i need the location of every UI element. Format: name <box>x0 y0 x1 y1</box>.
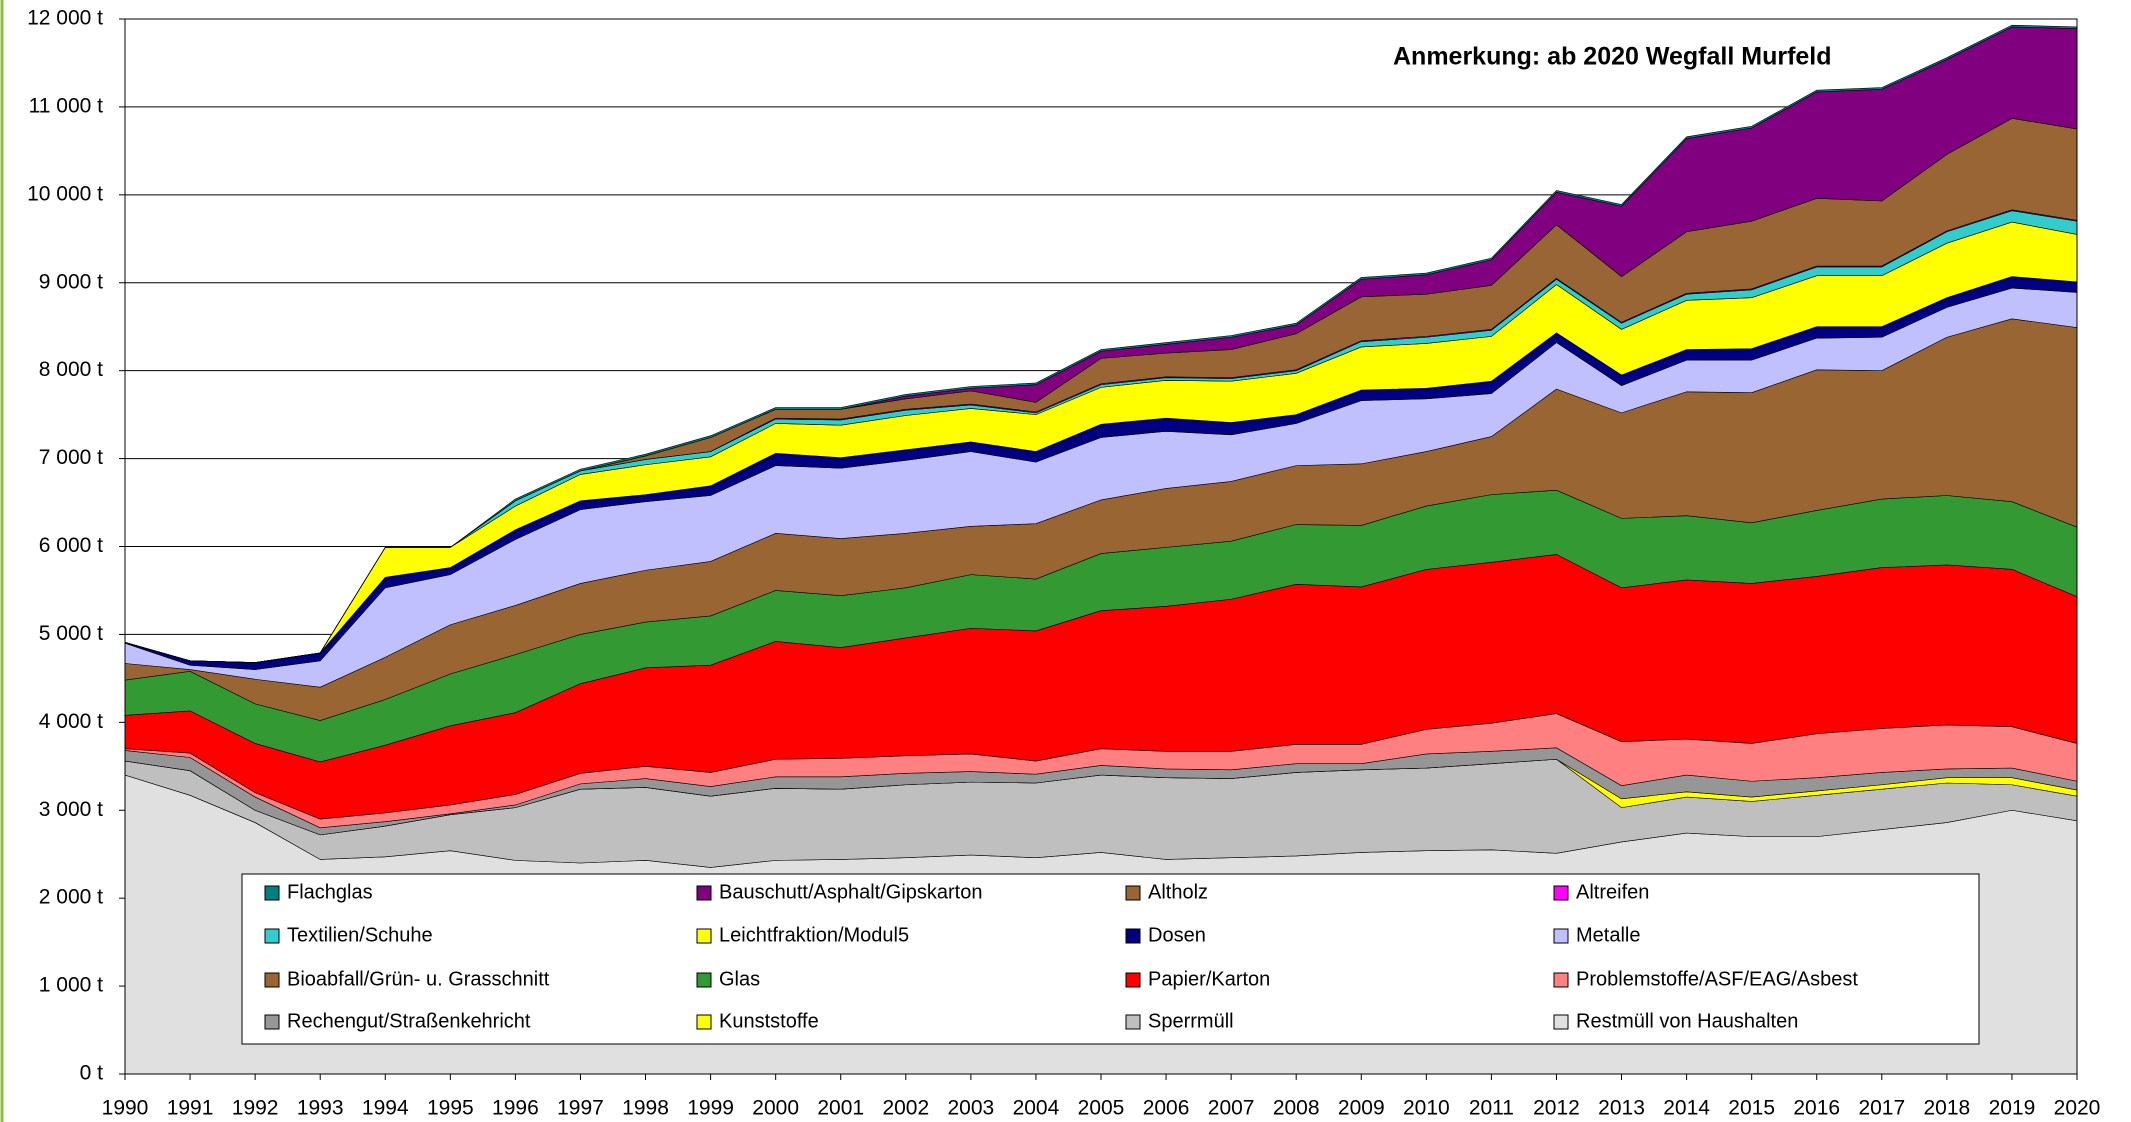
x-tick-label: 1996 <box>492 1097 539 1120</box>
legend-label: Altreifen <box>1576 881 1649 903</box>
x-tick-label: 2008 <box>1273 1097 1320 1120</box>
legend-swatch <box>1553 1014 1569 1030</box>
x-tick-label: 2006 <box>1143 1097 1190 1120</box>
y-tick-label: 12 000 t <box>27 7 103 30</box>
y-tick-label: 0 t <box>80 1062 104 1085</box>
legend-swatch <box>264 972 280 988</box>
x-tick-label: 2005 <box>1078 1097 1125 1120</box>
x-tick-label: 1991 <box>167 1097 214 1120</box>
legend-label: Restmüll von Haushalten <box>1576 1010 1798 1032</box>
x-tick-label: 2019 <box>1989 1097 2036 1120</box>
plot-border <box>124 18 2078 1075</box>
legend-swatch <box>264 1014 280 1030</box>
annotation: Anmerkung: ab 2020 Wegfall Murfeld <box>1393 43 1832 71</box>
legend-label: Dosen <box>1148 924 1206 946</box>
x-tick-label: 1995 <box>427 1097 474 1120</box>
axes: 0 t 1 000 t 2 000 t 3 000 t 4 000 t 5 000 t 6 … <box>27 7 2100 1120</box>
legend-swatch <box>1125 972 1141 988</box>
legend-swatch <box>696 885 712 901</box>
legend-swatch <box>1125 885 1141 901</box>
x-tick-label: 1993 <box>297 1097 344 1120</box>
x-tick-label: 2017 <box>1858 1097 1905 1120</box>
legend-swatch <box>1125 1014 1141 1030</box>
x-tick-label: 2015 <box>1728 1097 1775 1120</box>
x-tick-label: 2018 <box>1924 1097 1971 1120</box>
legend-label: Glas <box>719 968 760 990</box>
x-tick-label: 2014 <box>1663 1097 1710 1120</box>
x-tick-label: 2011 <box>1469 1097 1514 1120</box>
y-tick-label: 6 000 t <box>39 534 103 557</box>
x-tick-label: 1997 <box>557 1097 604 1120</box>
legend-label: Kunststoffe <box>719 1010 819 1032</box>
y-tick-label: 8 000 t <box>39 358 103 381</box>
x-tick-label: 1999 <box>687 1097 734 1120</box>
x-tick-label: 2020 <box>2054 1097 2101 1120</box>
x-tick-label: 2012 <box>1533 1097 1580 1120</box>
x-tick-label: 1990 <box>102 1097 149 1120</box>
legend-swatch <box>1553 928 1569 944</box>
y-tick-label: 4 000 t <box>39 710 103 733</box>
legend-label: Sperrmüll <box>1148 1010 1234 1032</box>
legend-box <box>241 873 1980 1045</box>
legend-swatch <box>696 1014 712 1030</box>
x-tick-label: 2009 <box>1338 1097 1385 1120</box>
legend-swatch <box>264 928 280 944</box>
legend-swatch <box>1553 885 1569 901</box>
y-tick-label: 11 000 t <box>29 94 104 117</box>
legend-swatch <box>696 972 712 988</box>
y-tick-label: 10 000 t <box>27 182 103 205</box>
legend: Flachglas Bauschutt/Asphalt/Gipskarton Alt… <box>264 881 1858 1032</box>
x-tick-label: 1992 <box>232 1097 279 1120</box>
legend-swatch <box>1125 928 1141 944</box>
y-tick-label: 5 000 t <box>39 622 103 645</box>
legend-swatch <box>1553 972 1569 988</box>
legend-label: Metalle <box>1576 924 1640 946</box>
x-tick-label: 2000 <box>752 1097 799 1120</box>
legend-label: Altholz <box>1148 881 1208 903</box>
x-tick-label: 2013 <box>1598 1097 1645 1120</box>
y-tick-label: 7 000 t <box>39 446 103 469</box>
x-tick-label: 2001 <box>817 1097 864 1120</box>
y-tick-label: 9 000 t <box>39 270 103 293</box>
legend-label: Bioabfall/Grün- u. Grasschnitt <box>287 968 550 990</box>
x-tick-label: 1994 <box>362 1097 409 1120</box>
y-tick-label: 3 000 t <box>39 798 103 821</box>
legend-label: Flachglas <box>287 881 373 903</box>
legend-swatch <box>264 885 280 901</box>
x-tick-label: 2004 <box>1013 1097 1060 1120</box>
legend-label: Bauschutt/Asphalt/Gipskarton <box>719 881 982 903</box>
x-tick-label: 2016 <box>1793 1097 1840 1120</box>
legend-swatch <box>696 928 712 944</box>
legend-label: Papier/Karton <box>1148 968 1270 990</box>
legend-label: Rechengut/Straßenkehricht <box>287 1010 531 1032</box>
x-tick-label: 2002 <box>882 1097 929 1120</box>
legend-label: Textilien/Schuhe <box>287 924 433 946</box>
y-tick-label: 1 000 t <box>39 974 103 997</box>
y-tick-label: 2 000 t <box>39 886 103 909</box>
x-tick-label: 2007 <box>1208 1097 1255 1120</box>
legend-label: Problemstoffe/ASF/EAG/Asbest <box>1576 968 1858 990</box>
x-tick-label: 1998 <box>622 1097 669 1120</box>
legend-label: Leichtfraktion/Modul5 <box>719 924 909 946</box>
x-tick-label: 2010 <box>1403 1097 1450 1120</box>
x-tick-label: 2003 <box>948 1097 995 1120</box>
